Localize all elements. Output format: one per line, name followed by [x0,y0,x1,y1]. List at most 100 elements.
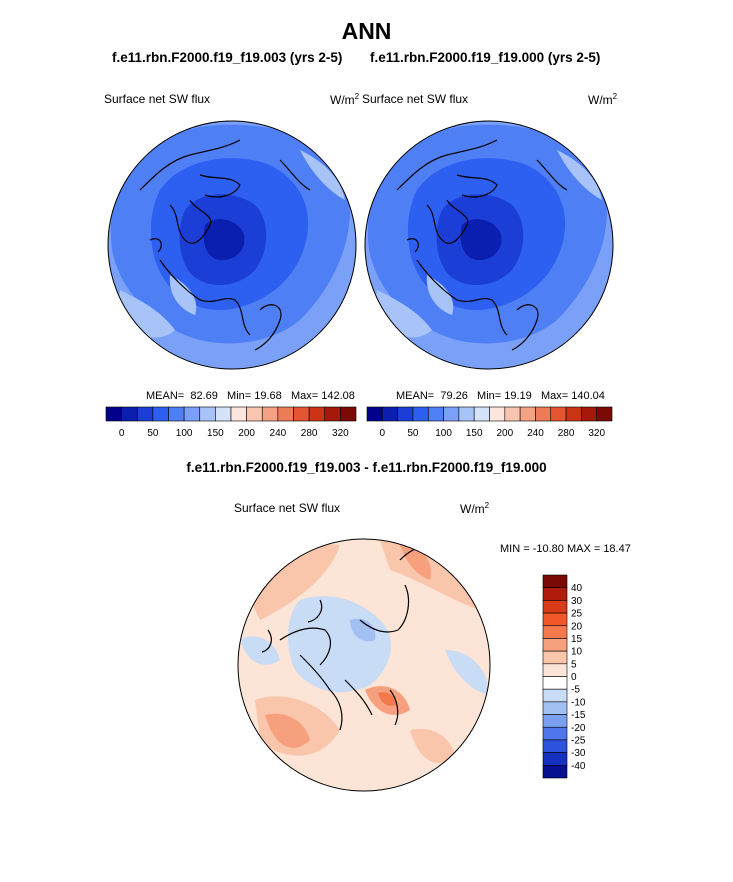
difference-polar-map [238,539,490,791]
panel-1-colorbar-swatch [277,406,294,422]
panel-1-colorbar-swatch [230,406,247,422]
panel-2-colorbar-swatch [473,406,490,422]
panel-1-colorbar-ticks: 0 50 100 150 200 240 280 320 [119,428,349,439]
panel-2-colorbar [366,406,613,422]
panel-1-polar-map [108,121,356,369]
difference-colorbar-tick-label: -5 [571,685,580,696]
difference-colorbar-tick-label: 10 [571,647,583,658]
panel-1-stats: MEAN= 82.69 Min= 19.68 Max= 142.08 [146,390,355,402]
panel-2-colorbar-swatch [427,406,444,422]
panel-1-colorbar-swatch [183,406,201,422]
panel-2-colorbar-swatch [443,406,460,422]
difference-colorbar-swatch [542,714,568,728]
panel-1-units: W/m2 [330,92,360,107]
panel-2-colorbar-swatch [535,406,552,422]
panel-1-colorbar-swatch [136,406,154,422]
difference-colorbar-swatch [542,688,568,703]
panel-2-colorbar-tick-label: 150 [466,428,483,439]
difference-colorbar-tick-label: 40 [571,583,583,594]
panel-1-colorbar-swatch [340,406,357,422]
panel-1-colorbar-tick-label: 0 [119,428,125,439]
difference-colorbar-tick-label: -25 [571,735,586,746]
panel-1-colorbar-swatch [215,406,232,422]
difference-colorbar-swatch [542,663,568,677]
panel-2-colorbar-swatch [412,406,429,422]
panel-2-colorbar-swatch [458,406,475,422]
panel-1-colorbar-tick-label: 100 [176,428,193,439]
difference-minmax: MIN = -10.80 MAX = 18.47 [500,543,631,555]
difference-colorbar-tick-label: 30 [571,596,583,607]
difference-colorbar-swatch [542,574,568,588]
panel-2-colorbar-swatch [581,406,597,422]
difference-colorbar-swatch [542,701,568,715]
panel-1-case-title: f.e11.rbn.F2000.f19_f19.003 (yrs 2-5) [112,50,343,65]
difference-colorbar-swatch [542,676,568,690]
panel-1-colorbar-tick-label: 200 [238,428,255,439]
panel-1-colorbar [105,406,357,422]
difference-colorbar [542,574,568,779]
panel-2-variable-label: Surface net SW flux [362,92,469,106]
panel-2-units: W/m2 [588,92,618,107]
panel-2-colorbar-tick-label: 320 [588,428,605,439]
panel-1-colorbar-tick-label: 150 [207,428,224,439]
panel-1-colorbar-swatch [105,406,122,422]
difference-colorbar-tick-label: 5 [571,659,577,670]
panel-2-map-border [364,120,614,370]
difference-units: W/m2 [460,501,490,516]
difference-colorbar-swatch [542,739,568,753]
difference-colorbar-tick-label: -40 [571,761,586,772]
difference-colorbar-swatch [542,638,568,652]
difference-colorbar-tick-label: -15 [571,710,586,721]
panel-2-colorbar-swatch [504,406,521,422]
difference-colorbar-swatch [542,650,568,665]
panel-1-colorbar-swatch [324,406,341,422]
difference-colorbar-tick-label: 20 [571,621,583,632]
figure-title: ANN [341,18,392,44]
panel-2-colorbar-tick-label: 240 [527,428,544,439]
panel-1-colorbar-tick-label: 280 [301,428,318,439]
difference-title: f.e11.rbn.F2000.f19_f19.003 - f.e11.rbn.… [186,460,547,475]
panel-1-colorbar-tick-label: 50 [147,428,159,439]
difference-colorbar-tick-label: -10 [571,697,586,708]
panel-1-colorbar-swatch [293,406,310,422]
panel-1-colorbar-swatch [168,406,185,422]
panel-1-variable-label: Surface net SW flux [104,92,211,106]
difference-colorbar-swatch [542,612,568,627]
panel-2-colorbar-tick-label: 100 [435,428,452,439]
panel-1-colorbar-swatch [121,406,138,422]
difference-map-border [237,538,491,792]
panel-1-colorbar-tick-label: 240 [270,428,287,439]
difference-colorbar-tick-label: -20 [571,723,586,734]
difference-colorbar-tick-label: 15 [571,634,583,645]
panel-1-colorbar-swatch [199,406,216,422]
panel-2-colorbar-swatch [550,406,567,422]
difference-colorbar-tick-label: -30 [571,748,586,759]
panel-2-colorbar-swatch [366,406,383,422]
panel-2-colorbar-tick-label: 50 [407,428,419,439]
panel-2-case-title: f.e11.rbn.F2000.f19_f19.000 (yrs 2-5) [370,50,601,65]
difference-variable-label: Surface net SW flux [234,501,341,515]
panel-2-colorbar-swatch [565,406,582,422]
difference-colorbar-swatch [542,752,568,766]
panel-2-colorbar-swatch [596,406,613,422]
panel-2-colorbar-swatch [382,406,398,422]
panel-2-colorbar-swatch [519,406,536,422]
panel-1-colorbar-swatch [246,406,263,422]
panel-1-colorbar-swatch [308,406,326,422]
panel-2-colorbar-swatch [397,406,414,422]
panel-2-colorbar-tick-label: 200 [496,428,513,439]
panel-1-map-border [107,120,357,370]
panel-2-colorbar-swatch [489,406,506,422]
panel-2-stats: MEAN= 79.26 Min= 19.19 Max= 140.04 [396,390,605,402]
panel-2-colorbar-tick-label: 280 [558,428,575,439]
difference-colorbar-swatch [542,625,568,639]
panel-1-colorbar-swatch [261,406,279,422]
panel-1-colorbar-swatch [152,406,169,422]
difference-colorbar-swatch [542,765,568,779]
panel-2-polar-map [365,121,613,369]
difference-colorbar-tick-label: 0 [571,672,577,683]
difference-colorbar-tick-label: 25 [571,609,583,620]
difference-colorbar-swatch [542,726,568,741]
